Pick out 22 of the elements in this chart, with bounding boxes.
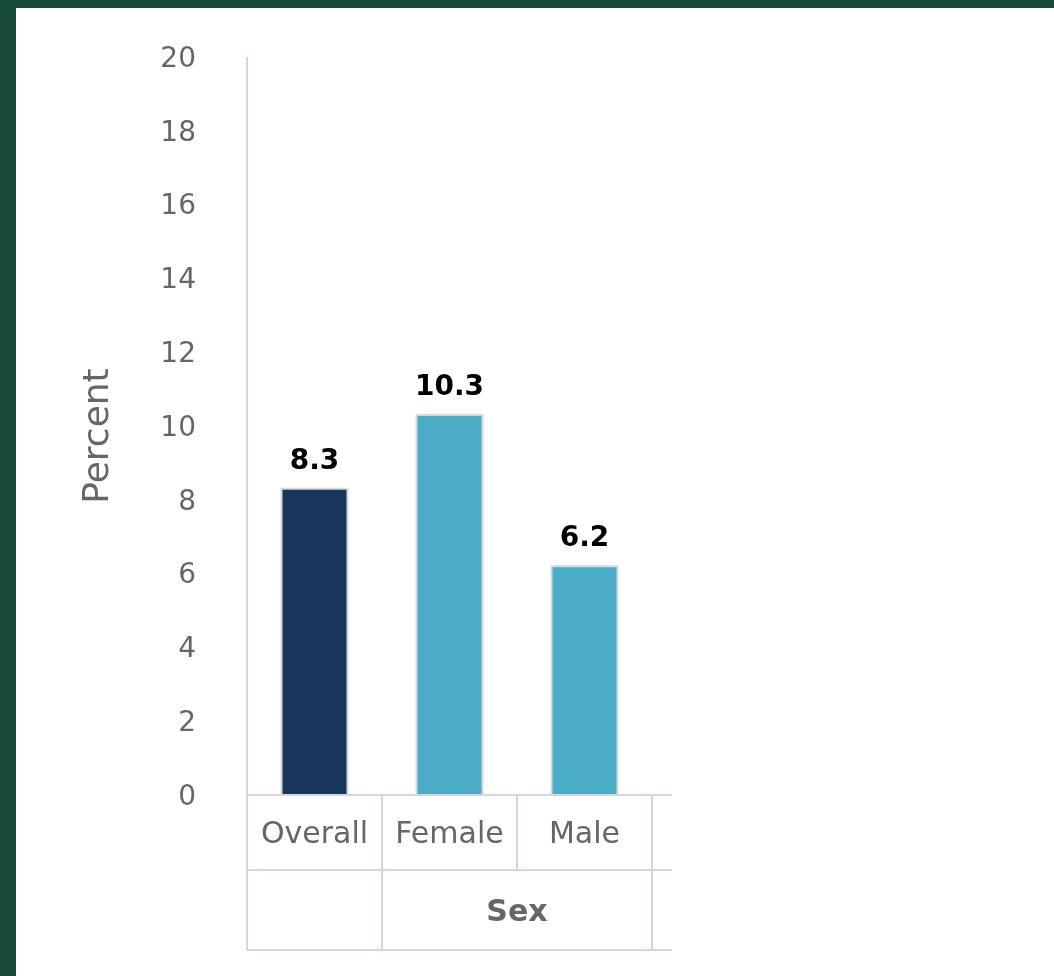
y-tick-label: 2 [178,705,196,738]
y-tick-label: 8 [178,483,196,517]
data-label: 10.3 [414,368,485,402]
y-tick-label: 12 [160,336,196,369]
bar [415,413,484,796]
data-label: 6.2 [559,520,610,554]
x-tick-label: Female [395,815,504,850]
y-tick-label: 18 [160,114,196,148]
y-tick-label: 16 [160,188,196,222]
x-tick-label: Overall [260,815,369,850]
y-tick-label: 6 [178,557,196,591]
x-axis-title: Sex [486,892,548,928]
y-tick-label: 10 [160,409,196,443]
data-label: 8.3 [289,442,340,476]
y-tick-label: 0 [178,778,196,812]
x-tick-label: Male [548,815,621,850]
y-tick-label: 14 [160,262,196,296]
y-tick-label: 20 [160,40,196,74]
bar [550,565,619,796]
bar [280,487,349,796]
y-tick-label: 4 [178,631,196,665]
y-axis-title: Percent [75,368,116,504]
